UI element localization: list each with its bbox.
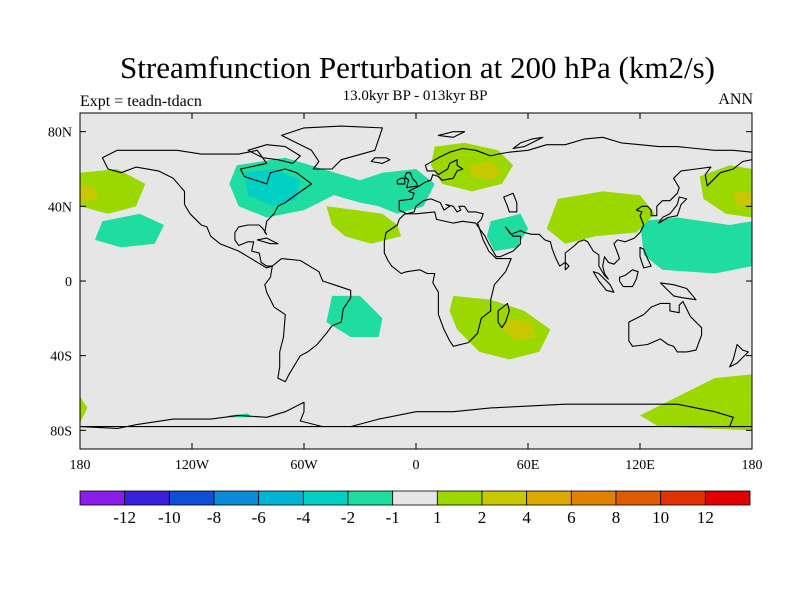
lat-tick-label: 80N — [48, 126, 72, 141]
coastline-madagascar — [497, 302, 510, 329]
coastline-layer — [80, 125, 752, 430]
colorbar-label: -4 — [296, 508, 311, 527]
coastline-greenland — [281, 125, 383, 170]
contour-region-14 — [80, 396, 88, 423]
colorbar-label: -12 — [113, 508, 136, 527]
colorbar-swatch — [124, 490, 170, 506]
colorbar-swatch — [258, 490, 304, 506]
lat-tick-label: 40S — [50, 350, 72, 365]
colorbar-swatch — [302, 490, 349, 506]
coastline-caspian — [503, 192, 518, 213]
coastline-africa — [383, 211, 512, 347]
colorbar-swatch — [168, 490, 215, 506]
coastline-ireland — [396, 177, 406, 185]
coastline-taiwan-philippines — [639, 246, 652, 269]
colorbar-swatch — [704, 490, 751, 506]
colorbar-swatch — [392, 490, 438, 506]
coastline-svalbard — [437, 131, 466, 138]
colorbar-label: -10 — [158, 508, 181, 527]
coastline-new-zealand — [729, 343, 749, 368]
coastline-baffin — [247, 144, 301, 164]
coastline-novaya-zemlya — [512, 136, 544, 150]
colorbar-label: 8 — [612, 508, 621, 527]
contour-region-16 — [501, 318, 536, 341]
colorbar-swatch — [570, 490, 617, 506]
colorbar-label: -2 — [341, 508, 355, 527]
lon-tick-label: 120E — [625, 458, 655, 473]
lon-tick-label: 0 — [413, 458, 420, 473]
map-background — [80, 113, 752, 449]
colorbar-swatch — [526, 490, 572, 506]
lat-tick-label: 80S — [50, 424, 72, 439]
coastline-north-america — [101, 149, 313, 269]
colorbar-label: 12 — [697, 508, 714, 527]
season-label: ANN — [718, 91, 753, 108]
colorbar-label: 6 — [567, 508, 576, 527]
contour-region-12 — [449, 295, 551, 360]
contour-region-11 — [546, 191, 655, 244]
colorbar-swatch — [436, 490, 483, 506]
contour-region-2 — [94, 213, 164, 248]
coastline-sumatra — [592, 271, 615, 293]
coastline-iceland — [370, 157, 391, 164]
coastline-cuba — [256, 237, 279, 245]
lon-tick-label: 120W — [175, 458, 210, 473]
coastline-antarctica — [80, 401, 752, 430]
colorbar-swatch — [79, 490, 126, 506]
contour-region-18 — [733, 191, 752, 207]
colorbar-label: 1 — [433, 508, 442, 527]
colorbar-swatch — [347, 490, 394, 506]
lat-tick-label: 40N — [48, 200, 72, 215]
coastline-new-guinea — [659, 282, 697, 301]
contour-region-7 — [80, 169, 146, 214]
chart-title: Streamfunction Perturbation at 200 hPa (… — [120, 50, 715, 85]
colorbar-label: -1 — [386, 508, 400, 527]
contour-region-9 — [326, 206, 402, 244]
coastline-australia — [628, 300, 703, 353]
coastline-japan — [658, 196, 688, 224]
colorbar-swatch — [481, 490, 528, 506]
lon-tick-label: 60E — [517, 458, 540, 473]
contour-region-3 — [326, 295, 383, 337]
colorbar-label: 2 — [478, 508, 487, 527]
experiment-label: Expt = teadn-tdacn — [80, 93, 202, 110]
contour-region-5 — [640, 217, 752, 274]
colorbar-swatch — [615, 490, 662, 506]
contour-region-1 — [244, 169, 301, 207]
colorbar-label: 4 — [522, 508, 531, 527]
colorbar: -12 -10 -8 -6 -4 -2 -1 1 2 4 6 8 10 12 — [79, 490, 751, 527]
coastline-sri-lanka — [564, 261, 570, 271]
colorbar-label: 10 — [652, 508, 669, 527]
coastline-borneo — [618, 269, 639, 288]
lon-tick-label: 60W — [290, 458, 318, 473]
coastline-uk — [404, 172, 419, 189]
colorbar-label: -8 — [207, 508, 221, 527]
colorbar-swatch — [660, 490, 706, 506]
coastline-south-america — [264, 258, 352, 383]
colorbar-swatch — [213, 490, 260, 506]
colorbar-label: -6 — [252, 508, 266, 527]
contour-region-4 — [486, 213, 528, 252]
contour-layer — [80, 142, 752, 431]
chart-subtitle: 13.0kyr BP - 013kyr BP — [342, 88, 488, 104]
contour-region-15 — [468, 161, 502, 181]
lon-tick-label: 180 — [742, 458, 763, 473]
lat-tick-label: 0 — [65, 275, 72, 290]
axis-ticks: 180 120W 60W 0 60E 120E 180 80N 40N 0 40S 80S — [48, 113, 763, 473]
contour-region-13 — [640, 374, 752, 431]
contour-region-17 — [80, 183, 99, 203]
coastline-eurasia — [398, 136, 752, 280]
lon-tick-label: 180 — [70, 458, 91, 473]
